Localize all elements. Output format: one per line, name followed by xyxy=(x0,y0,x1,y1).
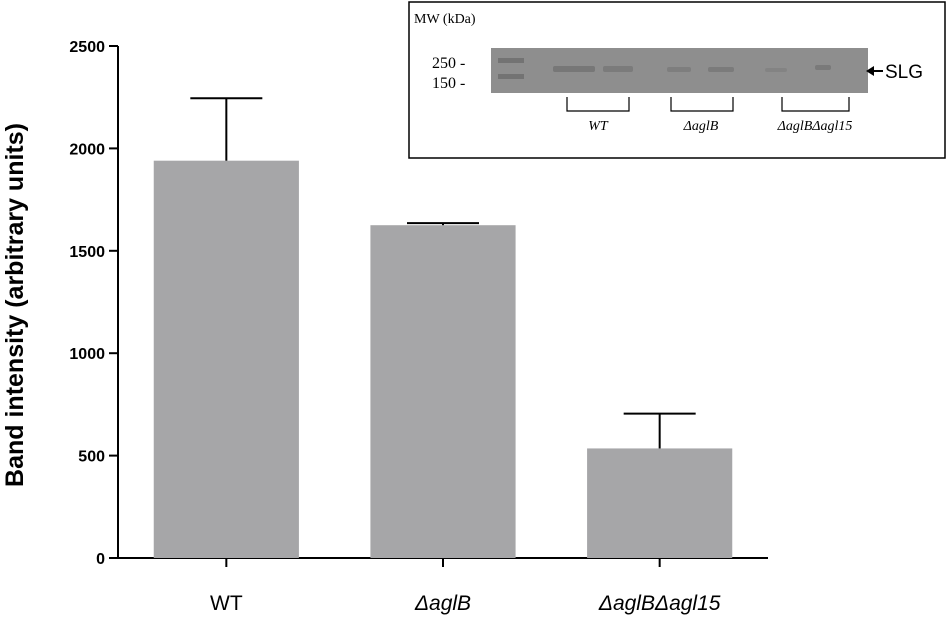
y-tick-label: 0 xyxy=(96,551,105,568)
lane-label-wt: WT xyxy=(588,119,609,134)
blot-inset: MW (kDa) 250 - 150 - SLG WT ΔaglB Δa xyxy=(408,1,946,159)
bracket-aglbagl15 xyxy=(781,97,850,112)
y-ticks: 0 500 1000 1500 2000 2500 xyxy=(69,39,118,568)
bars xyxy=(153,160,733,559)
x-tick-label: ΔaglB xyxy=(414,592,471,615)
bar xyxy=(370,225,516,558)
y-tick-label: 1000 xyxy=(69,346,105,363)
bracket-aglb xyxy=(670,97,734,112)
ladder-band-250 xyxy=(498,58,524,63)
lane-label-aglb: ΔaglB xyxy=(683,119,719,134)
lane-label-aglbagl15: ΔaglBΔagl15 xyxy=(777,119,853,134)
ladder-band-150 xyxy=(498,74,524,79)
slg-band-aglbagl15-1 xyxy=(765,68,787,72)
error-bars xyxy=(190,97,696,449)
marker-250: 250 - xyxy=(432,55,465,72)
bar xyxy=(587,448,733,558)
y-tick-label: 500 xyxy=(78,449,105,466)
y-axis-title: Band intensity (arbitrary units) xyxy=(1,123,29,487)
slg-arrow-icon xyxy=(866,66,883,76)
slg-label: SLG xyxy=(885,62,923,83)
blot-image xyxy=(491,48,868,93)
y-tick-label: 2500 xyxy=(69,39,105,56)
slg-band-aglb-1 xyxy=(667,67,691,72)
x-ticks: WT ΔaglB ΔaglBΔagl15 xyxy=(210,558,721,615)
slg-band-wt-2 xyxy=(603,66,633,72)
slg-band-wt-1 xyxy=(553,66,595,72)
y-tick-label: 1500 xyxy=(69,244,105,261)
x-tick-label: WT xyxy=(210,592,243,615)
slg-band-aglb-2 xyxy=(708,67,734,72)
y-tick-label: 2000 xyxy=(69,141,105,158)
slg-band-aglbagl15-2 xyxy=(815,65,831,70)
marker-150: 150 - xyxy=(432,75,465,92)
bracket-wt xyxy=(566,97,630,112)
x-tick-label: ΔaglBΔagl15 xyxy=(598,592,721,615)
mw-label: MW (kDa) xyxy=(414,12,476,27)
bar xyxy=(153,160,299,559)
